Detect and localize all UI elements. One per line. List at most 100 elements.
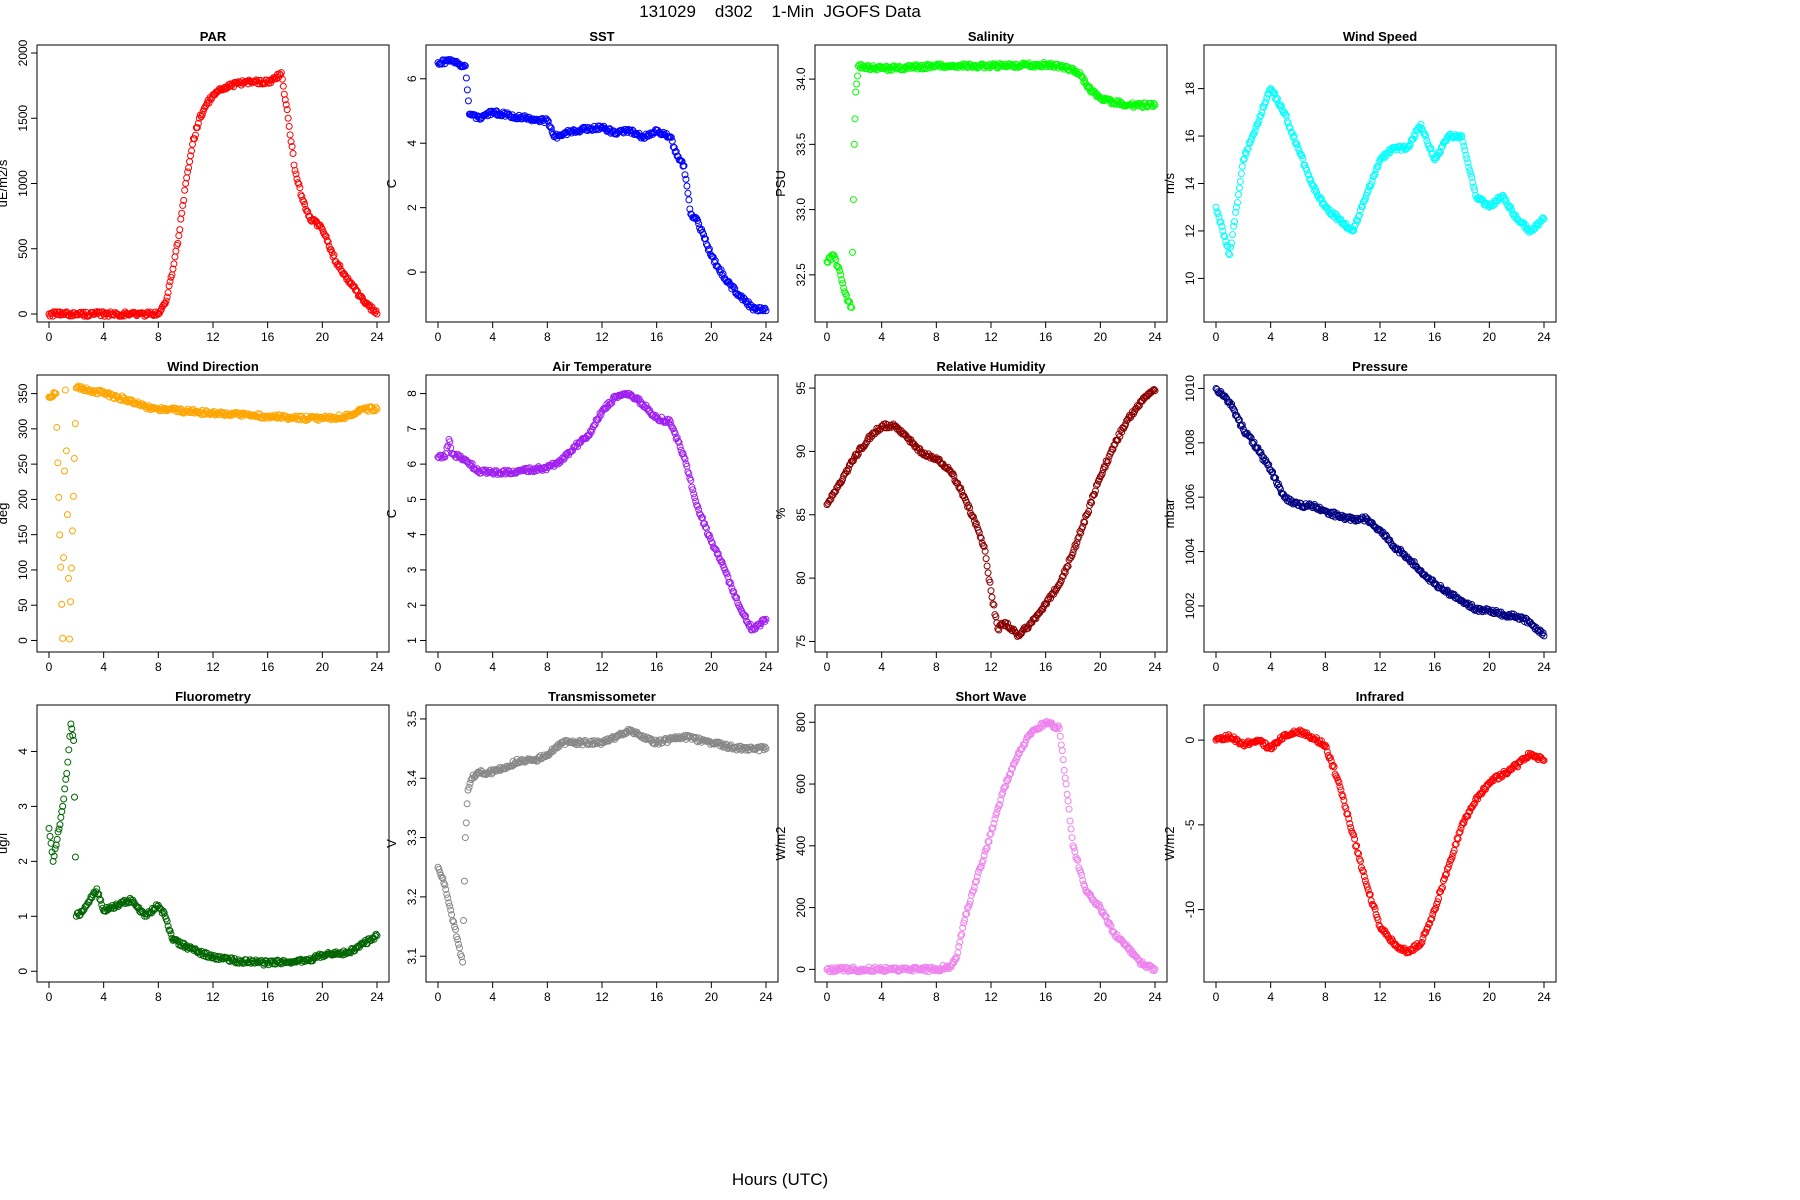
- data-point: [1240, 155, 1248, 163]
- data-point: [67, 564, 75, 572]
- x-tick-label: 4: [878, 660, 885, 674]
- y-tick-label: 1002: [1183, 592, 1197, 619]
- x-tick-label: 12: [595, 330, 609, 344]
- data-point: [849, 457, 857, 465]
- data-point: [79, 907, 87, 915]
- data-point: [986, 578, 994, 586]
- data-point: [1149, 964, 1157, 972]
- data-point: [281, 96, 289, 104]
- data-point: [1438, 143, 1445, 151]
- data-point: [71, 420, 79, 428]
- data-point: [57, 813, 65, 821]
- data-point: [1464, 159, 1472, 167]
- data-point: [1318, 741, 1326, 749]
- y-tick-label: 1006: [1183, 484, 1197, 511]
- data-point: [835, 264, 843, 272]
- data-point: [358, 294, 366, 302]
- data-point: [1274, 94, 1281, 102]
- y-tick-label: 2: [16, 858, 30, 865]
- plot-frame: [36, 704, 390, 983]
- data-point: [464, 786, 472, 794]
- data-point: [1235, 184, 1243, 192]
- data-point: [62, 447, 70, 455]
- data-point: [54, 459, 62, 467]
- y-axis-label: W/m2: [1162, 827, 1177, 861]
- x-tick-label: 12: [206, 660, 220, 674]
- data-point: [694, 217, 702, 225]
- x-tick-label: 24: [1537, 990, 1551, 1004]
- data-point: [207, 95, 215, 103]
- data-point: [943, 962, 951, 970]
- x-tick-label: 24: [1537, 330, 1551, 344]
- data-point: [1074, 856, 1082, 864]
- y-tick-label: 2: [405, 602, 419, 609]
- data-point: [1092, 481, 1100, 489]
- y-tick-label: 3.1: [405, 948, 419, 965]
- y-tick-label: 100: [16, 560, 30, 580]
- panel-salinity: Salinity PSU 0 4 8 12 16 20 24 32.5 33.0 33.5 34.0: [773, 29, 1168, 344]
- data-point: [1226, 398, 1234, 406]
- y-tick-label: 1010: [1183, 375, 1197, 402]
- y-tick-label: 34.0: [794, 67, 808, 91]
- y-tick-label: 1: [16, 913, 30, 920]
- data-point: [1330, 763, 1338, 771]
- data-point: [1467, 170, 1475, 178]
- data-point: [1466, 167, 1474, 175]
- x-tick-label: 20: [1483, 330, 1497, 344]
- x-tick-label: 24: [759, 990, 773, 1004]
- data-point: [1335, 778, 1343, 786]
- data-point: [950, 472, 958, 480]
- panel-title: Wind Speed: [1343, 29, 1417, 44]
- data-point: [177, 215, 185, 223]
- data-point: [170, 260, 178, 268]
- data-point: [972, 877, 980, 885]
- data-point: [1360, 872, 1368, 880]
- data-point: [1100, 911, 1108, 919]
- y-tick-label: 3: [405, 566, 419, 573]
- data-point: [1306, 176, 1314, 184]
- data-point: [705, 245, 713, 253]
- data-point: [1263, 94, 1271, 102]
- x-tick-label: 8: [1322, 990, 1329, 1004]
- data-point: [1329, 761, 1337, 769]
- data-point: [194, 119, 202, 127]
- x-tick-label: 8: [155, 990, 162, 1004]
- data-point: [1438, 142, 1446, 150]
- x-tick-label: 16: [261, 660, 275, 674]
- data-point: [977, 863, 985, 871]
- panel-transmissometer: Transmissometer V 0 4 8 12 16 20 24 3.1 3.2 3.3 3.4 3…: [384, 689, 779, 1004]
- data-point: [1070, 844, 1078, 852]
- data-point: [1316, 194, 1324, 202]
- data-point: [973, 873, 981, 881]
- data-point: [728, 285, 736, 293]
- data-point: [1540, 756, 1548, 764]
- x-tick-label: 16: [1039, 990, 1053, 1004]
- x-tick-label: 0: [435, 990, 442, 1004]
- data-point: [967, 511, 975, 519]
- x-tick-label: 0: [1213, 990, 1220, 1004]
- data-point: [552, 743, 560, 751]
- data-point: [690, 490, 698, 498]
- x-tick-label: 16: [650, 330, 664, 344]
- data-point: [442, 885, 450, 893]
- data-point: [1258, 452, 1266, 460]
- y-tick-label: 75: [794, 634, 808, 648]
- x-tick-label: 20: [316, 990, 330, 1004]
- data-point: [675, 438, 683, 446]
- plot-frame: [1203, 704, 1557, 983]
- y-axis-label: m/s: [1162, 173, 1177, 194]
- data-point: [201, 103, 209, 111]
- data-point: [371, 407, 379, 415]
- data-point: [742, 612, 749, 620]
- data-point: [849, 196, 857, 204]
- data-point: [970, 883, 978, 891]
- data-point: [72, 912, 80, 920]
- data-point: [589, 423, 597, 431]
- data-point: [1336, 783, 1344, 791]
- data-point: [997, 796, 1005, 804]
- data-point: [1446, 857, 1454, 865]
- data-point: [966, 900, 974, 908]
- data-point: [762, 615, 770, 623]
- data-point: [1139, 103, 1147, 111]
